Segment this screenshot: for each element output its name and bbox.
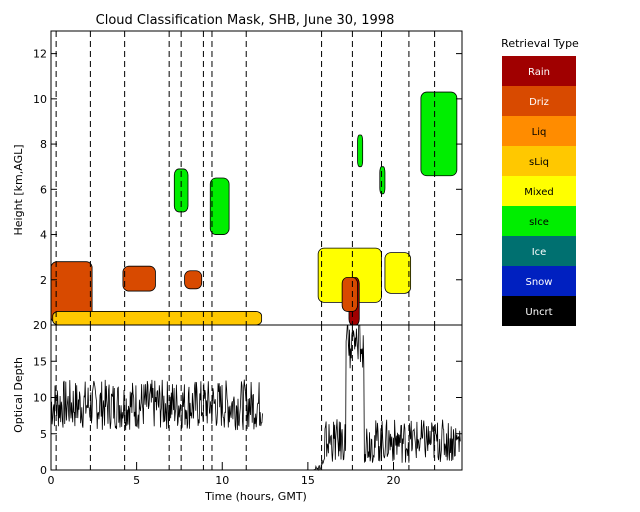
legend-label: Uncrt [525, 307, 552, 318]
region-mixed [384, 252, 412, 294]
bottom-ylabel: Optical Depth [12, 357, 25, 433]
legend-label: Liq [532, 127, 547, 138]
top-ytick-label: 12 [33, 48, 47, 61]
legend-label: sLiq [529, 157, 549, 168]
top-ytick-label: 8 [40, 138, 47, 151]
region-driz [341, 277, 358, 312]
legend: Retrieval Type Rain Driz Liq sLiq Mixed sIce I… [501, 37, 579, 326]
bottom-xtick-label: 15 [301, 474, 315, 487]
legend-label: Ice [532, 247, 547, 258]
legend-swatch [502, 116, 576, 146]
legend-swatch [502, 266, 576, 296]
bottom-xtick-label: 0 [48, 474, 55, 487]
region-driz [184, 270, 203, 290]
optical-depth-series [50, 379, 263, 431]
region-sice [357, 134, 364, 168]
legend-label: sIce [529, 217, 549, 228]
legend-swatch [502, 296, 576, 326]
legend-swatch [502, 236, 576, 266]
top-ylabel: Height [km,AGL] [12, 144, 25, 235]
bottom-ytick-label: 10 [33, 392, 47, 405]
bottom-ytick-label: 0 [40, 464, 47, 477]
region-sliq [52, 311, 263, 326]
legend-label: Rain [528, 67, 550, 78]
top-ytick-label: 10 [33, 93, 47, 106]
legend-swatch [502, 206, 576, 236]
optical-depth-series [313, 324, 461, 472]
classification-plot: 2 4 6 8 10 12 [33, 30, 463, 326]
bottom-xtick-label: 5 [133, 474, 140, 487]
bottom-ytick-label: 15 [33, 355, 47, 368]
top-ytick-label: 6 [40, 183, 47, 196]
bottom-xtick-label: 20 [387, 474, 401, 487]
legend-title: Retrieval Type [501, 37, 579, 50]
optical-depth-plot: 0 5 10 15 20 0 5 10 15 20 [33, 319, 463, 487]
bottom-xtick-label: 10 [215, 474, 229, 487]
chart-title: Cloud Classification Mask, SHB, June 30,… [96, 13, 395, 28]
legend-swatch [502, 146, 576, 176]
bottom-frame [50, 324, 463, 471]
region-sice [209, 177, 230, 235]
region-sice [420, 91, 458, 177]
bottom-ytick-label: 20 [33, 319, 47, 332]
region-sice [379, 166, 386, 195]
legend-swatch [502, 176, 576, 206]
legend-label: Snow [526, 277, 553, 288]
legend-label: Driz [529, 97, 549, 108]
bottom-ytick-label: 5 [40, 428, 47, 441]
region-driz [122, 265, 156, 292]
legend-label: Mixed [524, 187, 554, 198]
top-ytick-label: 4 [40, 229, 47, 242]
bottom-xlabel: Time (hours, GMT) [204, 490, 307, 503]
legend-swatch [502, 56, 576, 86]
legend-swatch [502, 86, 576, 116]
top-ytick-label: 2 [40, 274, 47, 287]
